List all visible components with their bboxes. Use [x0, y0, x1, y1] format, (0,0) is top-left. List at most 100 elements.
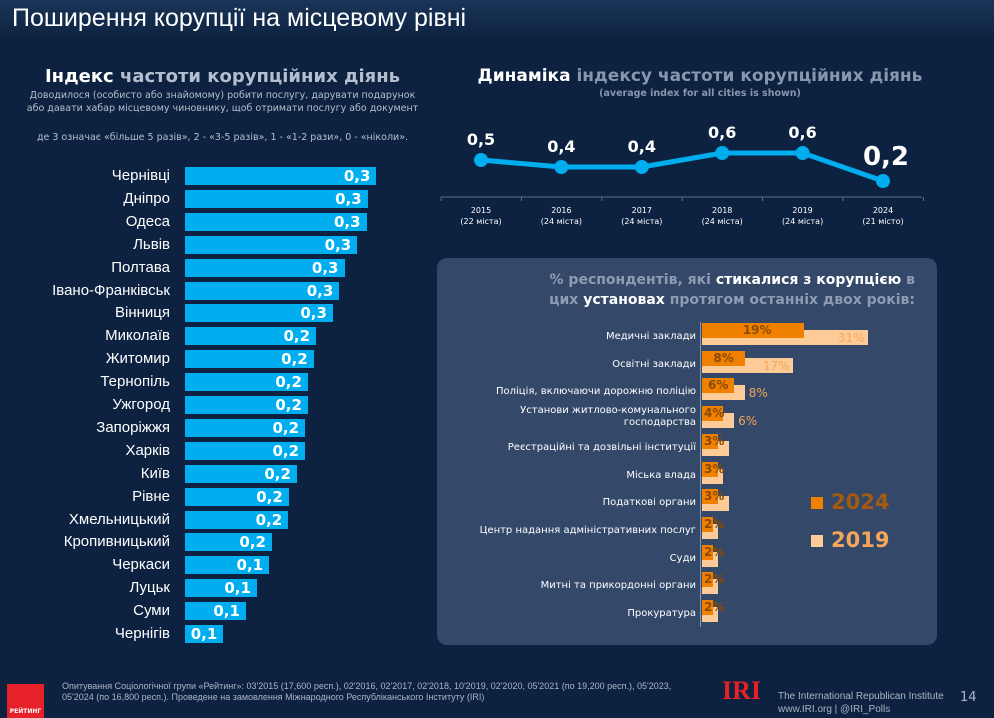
- city-bar: 0,3: [185, 304, 333, 323]
- city-label: Львів: [133, 235, 170, 253]
- bar-value-label: 0,2: [281, 350, 308, 369]
- x-tick-label: 2015: [471, 206, 491, 215]
- city-row: Чернігів 0,1: [0, 625, 994, 643]
- city-row: Харків 0,2: [0, 441, 994, 460]
- city-label: Черкаси: [112, 556, 170, 574]
- trend-point: [795, 146, 810, 160]
- city-row: Житомир 0,2: [0, 350, 994, 369]
- city-row: Суми 0,1: [0, 602, 994, 621]
- bar-value-label: 0,2: [239, 533, 266, 552]
- city-row: Кропивницький 0,2: [0, 533, 994, 552]
- rating-logo: РЕЙТИНГ: [7, 684, 44, 718]
- city-label: Полтава: [111, 258, 170, 276]
- trend-line: [480, 150, 884, 184]
- value-2024: 8%: [713, 350, 734, 365]
- city-bar: 0,2: [185, 441, 306, 460]
- city-bar: 0,1: [185, 579, 257, 598]
- heading-rest: індексу частоти корупційних діянь: [576, 66, 923, 86]
- city-bar: 0,2: [185, 533, 272, 552]
- city-bar: 0,3: [185, 258, 345, 277]
- city-row: Черкаси 0,1: [0, 556, 994, 575]
- bar-value-label: 0,2: [264, 464, 291, 483]
- city-label: Чернівці: [111, 167, 170, 184]
- city-row: Чернівці 0,3: [0, 167, 994, 185]
- institution-label: Освітні заклади: [612, 358, 696, 370]
- city-label: Київ: [140, 464, 170, 482]
- city-label: Дніпро: [123, 189, 170, 207]
- bar-2024: [702, 350, 745, 366]
- left-heading: Індекс частоти корупційних діянь: [0, 66, 445, 87]
- bar-value-label: 0,2: [272, 441, 300, 460]
- city-row: Дніпро 0,3: [0, 189, 994, 208]
- city-label: Івано-Франківськ: [52, 281, 170, 299]
- value-2024: 3%: [704, 433, 725, 448]
- bar-value-label: 0,2: [256, 487, 283, 506]
- trend-point: [474, 153, 488, 167]
- city-row: Тернопіль 0,2: [0, 373, 994, 392]
- city-label: Тернопіль: [100, 373, 170, 391]
- institution-label: Прокуратура: [627, 608, 696, 619]
- institution-label: Податкові органи: [602, 497, 696, 509]
- point-label: 0,4: [628, 137, 656, 156]
- institution-label: Центр надання адміністративних послуг: [479, 524, 696, 536]
- iri-logo: IRI: [722, 676, 762, 705]
- h2b: установах: [583, 292, 665, 308]
- city-bar: 0,2: [185, 418, 306, 437]
- city-row: Запоріжжя 0,2: [0, 418, 994, 437]
- value-2019: 8%: [748, 386, 768, 401]
- h2a: цих: [549, 292, 584, 308]
- heading-rest: частоти корупційних діянь: [119, 66, 401, 87]
- legend-label: 2019: [831, 528, 890, 552]
- trend-point: [876, 174, 890, 188]
- city-bar: 0,3: [185, 235, 358, 254]
- institutions-panel: [437, 258, 937, 645]
- footer-source: Опитування Соціологічної групи «Рейтинг»…: [62, 681, 714, 703]
- city-bar: 0,2: [185, 396, 308, 414]
- point-label: 0,5: [467, 130, 495, 149]
- value-2024: 2%: [704, 572, 725, 587]
- heading-bold: Динаміка: [477, 66, 571, 86]
- institution-label: Суди: [669, 552, 696, 564]
- city-row: Хмельницький 0,2: [0, 510, 994, 529]
- bar-value-label: 0,1: [224, 579, 251, 598]
- city-label: Вінниця: [115, 304, 170, 322]
- city-bar: 0,2: [185, 373, 308, 392]
- bar-value-label: 0,3: [306, 281, 334, 300]
- value-2024: 19%: [742, 323, 772, 337]
- city-bar: 0,3: [185, 212, 367, 231]
- bar-2024: [702, 378, 735, 394]
- bar-value-label: 0,3: [324, 235, 352, 254]
- city-bar: 0,2: [185, 327, 317, 346]
- bar-2024: [702, 323, 804, 338]
- bar-2024: [702, 433, 719, 449]
- title-bar: [0, 0, 994, 40]
- city-row: Полтава 0,3: [0, 258, 994, 277]
- bar-value-label: 0,2: [255, 510, 283, 529]
- x-tick-sublabel: (24 міста): [782, 217, 823, 226]
- value-2019: 31%: [837, 331, 865, 345]
- page-title: Поширення корупції на місцевому рівні: [12, 4, 467, 32]
- trend-line-chart: 0,5 2015 (22 міста) 0,4 2016 (24 міста) 0,4 201…: [440, 123, 924, 226]
- city-label: Харків: [125, 441, 170, 459]
- value-2024: 6%: [708, 378, 729, 393]
- bar-2024: [702, 544, 713, 560]
- left-subtitle: Доводилося (особисто або знайомому) роби…: [26, 90, 419, 114]
- city-label: Одеса: [125, 212, 170, 230]
- x-tick-label: 2017: [632, 206, 652, 215]
- h1a: % респондентів, які: [549, 272, 716, 288]
- iri-web: www.IRI.org | @IRI_Polls: [778, 704, 891, 715]
- x-tick-label: 2016: [551, 206, 571, 215]
- right-heading: Динаміка індексу частоти корупційних дія…: [445, 66, 955, 86]
- city-row: Рівне 0,2: [0, 487, 994, 506]
- bar-value-label: 0,3: [333, 212, 361, 231]
- legend-swatch: [811, 497, 823, 509]
- point-label: 0,2: [863, 142, 909, 172]
- city-bar: 0,1: [185, 625, 224, 643]
- city-label: Кропивницький: [63, 533, 170, 551]
- city-row: Луцьк 0,1: [0, 579, 994, 598]
- city-label: Луцьк: [129, 579, 170, 597]
- bar-value-label: 0,3: [300, 304, 327, 323]
- city-label: Суми: [133, 602, 170, 620]
- x-tick-label: 2018: [712, 206, 732, 215]
- institution-label: Установи житлово-комунального господарст…: [520, 405, 696, 429]
